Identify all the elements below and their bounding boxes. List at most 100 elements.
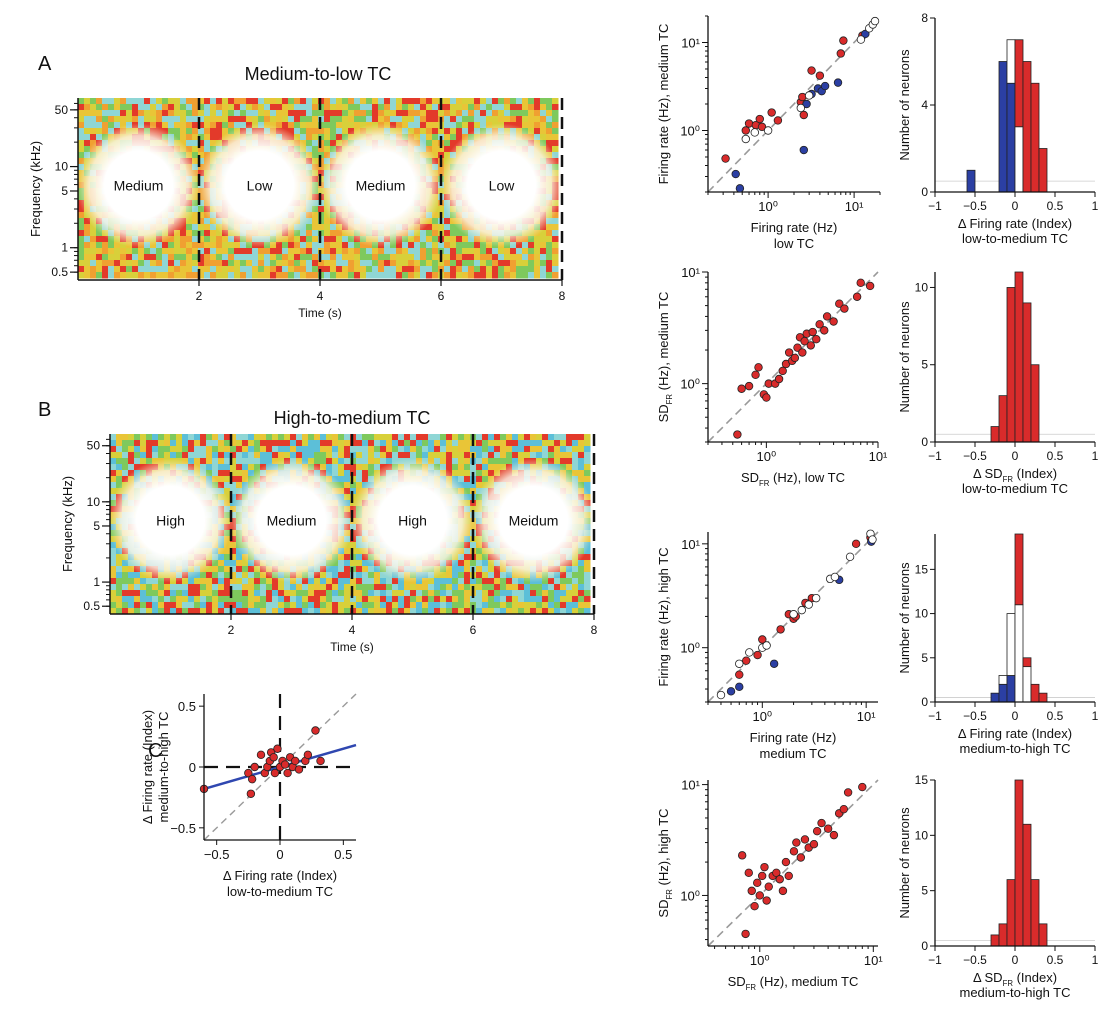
noise-cell [140,452,147,459]
noise-cell [162,104,169,111]
noise-cell [476,458,483,465]
noise-cell [416,602,423,609]
noise-cell [324,254,331,261]
noise-cell [374,608,381,615]
noise-cell [536,452,543,459]
noise-cell [324,272,331,279]
noise-cell [320,446,327,453]
noise-cell [308,596,315,603]
noise-cell [434,446,441,453]
noise-cell [120,266,127,273]
noise-cell [288,260,295,267]
noise-cell [78,98,85,105]
noise-cell [330,98,337,105]
noise-cell [282,110,289,117]
noise-cell [264,260,271,267]
noise-cell [90,116,97,123]
y-tick-label: 10 [55,160,69,174]
noise-cell [456,248,463,255]
noise-cell [498,248,505,255]
noise-cell [192,266,199,273]
noise-cell [476,602,483,609]
noise-cell [440,602,447,609]
noise-cell [170,590,177,597]
noise-cell [462,116,469,123]
noise-cell [84,254,91,261]
noise-cell [332,566,339,573]
noise-cell [512,602,519,609]
noise-cell [300,122,307,129]
noise-cell [524,434,531,441]
noise-cell [336,104,343,111]
noise-cell [200,602,207,609]
noise-cell [300,230,307,237]
noise-cell [480,260,487,267]
noise-cell [500,440,507,447]
noise-cell [212,434,219,441]
noise-cell [372,116,379,123]
noise-cell [272,440,279,447]
noise-cell [566,584,573,591]
noise-cell [530,590,537,597]
noise-cell [488,470,495,477]
noise-cell [194,578,201,585]
noise-cell [476,566,483,573]
noise-cell [534,98,541,105]
noise-cell [458,590,465,597]
noise-cell [374,590,381,597]
noise-cell [462,254,469,261]
noise-cell [336,122,343,129]
noise-cell [218,440,225,447]
noise-cell [356,584,363,591]
noise-cell [402,272,409,279]
noise-cell [504,110,511,117]
noise-cell [458,596,465,603]
noise-cell [128,566,135,573]
noise-cell [266,596,273,603]
noise-cell [342,254,349,261]
noise-cell [212,452,219,459]
noise-cell [186,230,193,237]
noise-cell [176,584,183,591]
noise-cell [246,260,253,267]
noise-cell [108,104,115,111]
noise-cell [462,98,469,105]
noise-cell [444,134,451,141]
noise-cell [344,584,351,591]
noise-cell [230,566,237,573]
noise-cell [372,110,379,117]
noise-cell [122,596,129,603]
noise-cell [482,608,489,615]
noise-cell [552,146,559,153]
noise-cell [96,236,103,243]
noise-cell [288,266,295,273]
noise-cell [288,116,295,123]
noise-cell [402,266,409,273]
noise-cell [248,590,255,597]
noise-cell [212,566,219,573]
noise-cell [374,464,381,471]
noise-cell [314,440,321,447]
noise-cell [230,554,237,561]
noise-cell [492,272,499,279]
noise-cell [200,440,207,447]
noise-cell [236,608,243,615]
noise-cell [222,260,229,267]
noise-cell [144,98,151,105]
noise-cell [348,266,355,273]
noise-cell [266,446,273,453]
noise-cell [300,110,307,117]
noise-cell [450,140,457,147]
noise-cell [300,248,307,255]
noise-cell [138,254,145,261]
noise-cell [90,134,97,141]
noise-cell [566,434,573,441]
noise-cell [210,248,217,255]
noise-cell [332,578,339,585]
noise-cell [486,260,493,267]
noise-cell [402,260,409,267]
noise-cell [212,458,219,465]
noise-cell [360,272,367,279]
noise-cell [546,272,553,279]
noise-cell [108,254,115,261]
